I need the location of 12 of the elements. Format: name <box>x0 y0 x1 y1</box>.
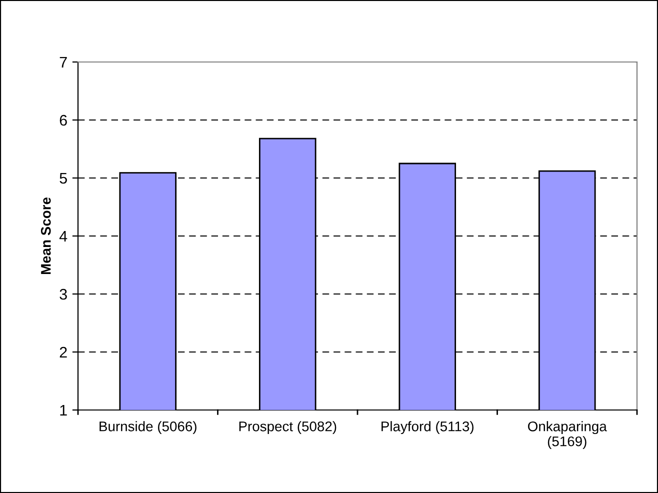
x-tick-label: Playford (5113) <box>382 421 474 434</box>
y-tick-label: 4 <box>59 231 68 242</box>
x-tick-label: Prospect (5082) <box>239 421 336 434</box>
y-tick-label: 7 <box>60 57 67 68</box>
y-axis-title: Mean Score <box>40 197 51 274</box>
x-tick-label: Onkaparinga (5169) <box>528 421 607 450</box>
y-tick-label: 1 <box>60 405 67 416</box>
y-tick-label: 5 <box>60 173 67 184</box>
y-tick-label: 6 <box>60 114 67 126</box>
y-tick-label: 2 <box>60 346 67 358</box>
y-tick-label: 3 <box>60 288 67 300</box>
x-tick-label: Burnside (5066) <box>100 421 196 434</box>
